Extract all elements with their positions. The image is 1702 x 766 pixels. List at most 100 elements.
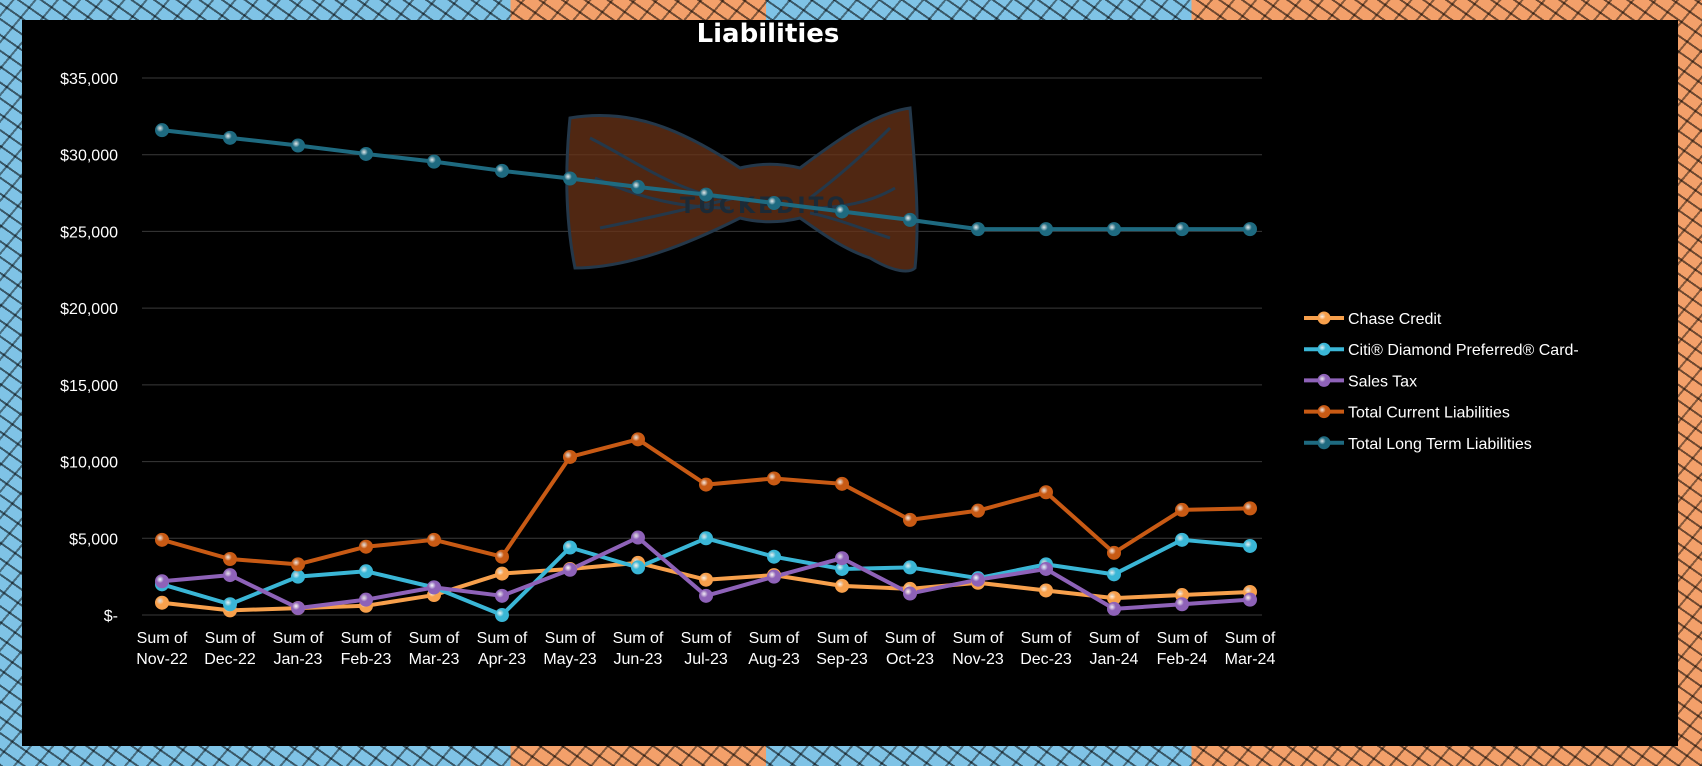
data-point xyxy=(495,549,509,564)
y-tick-label: $- xyxy=(104,608,118,625)
data-point xyxy=(427,580,441,595)
data-point xyxy=(971,222,985,237)
legend-swatch-marker xyxy=(1317,311,1331,325)
data-point xyxy=(427,154,441,169)
series-points xyxy=(155,123,1257,622)
data-point xyxy=(155,123,169,138)
x-tick-label: Sum of Feb-23 xyxy=(341,630,392,668)
legend-entry: Total Long Term Liabilities xyxy=(1348,436,1532,453)
x-tick-label: Sum of Dec-22 xyxy=(204,630,256,668)
data-point xyxy=(971,572,985,587)
chart-panel: TUCKEDITO $- $5,000 $10,000 $15,000 $20,000 $… xyxy=(22,20,1678,746)
legend-swatch-marker xyxy=(1317,405,1331,419)
data-point xyxy=(291,138,305,153)
data-point xyxy=(495,163,509,178)
data-point xyxy=(359,146,373,161)
data-point xyxy=(903,212,917,227)
legend-entry: Chase Credit xyxy=(1348,311,1442,328)
watermark: TUCKEDITO xyxy=(565,106,919,273)
data-point xyxy=(291,569,305,584)
y-tick-label: $25,000 xyxy=(60,224,118,241)
y-tick-label: $20,000 xyxy=(60,301,118,318)
data-point xyxy=(699,187,713,202)
data-point xyxy=(1175,532,1189,547)
data-point xyxy=(155,595,169,610)
data-point xyxy=(767,196,781,211)
data-point xyxy=(699,531,713,546)
series-line xyxy=(161,437,1251,567)
data-point xyxy=(631,179,645,194)
data-point xyxy=(631,530,645,545)
x-tick-label: Sum of Sep-23 xyxy=(816,630,868,668)
legend: Chase Credit Citi® Diamond Preferred® Car… xyxy=(1304,311,1579,453)
x-tick-label: Sum of Oct-23 xyxy=(885,630,936,668)
data-point xyxy=(767,549,781,564)
data-point xyxy=(563,449,577,464)
x-tick-label: Sum of Jan-23 xyxy=(273,630,324,668)
x-tick-label: Sum of Nov-23 xyxy=(952,630,1004,668)
data-point xyxy=(631,432,645,447)
data-point xyxy=(699,477,713,492)
data-point xyxy=(1039,222,1053,237)
x-tick-label: Sum of Apr-23 xyxy=(477,630,528,668)
x-tick-label: Sum of Mar-23 xyxy=(409,630,460,668)
data-point xyxy=(359,564,373,579)
data-point xyxy=(563,540,577,555)
data-point xyxy=(155,532,169,547)
data-point xyxy=(223,597,237,612)
data-point xyxy=(835,476,849,491)
data-point xyxy=(767,569,781,584)
legend-swatch-marker xyxy=(1317,373,1331,387)
data-point xyxy=(495,566,509,581)
data-point xyxy=(903,586,917,601)
data-point xyxy=(631,560,645,575)
data-point xyxy=(1039,485,1053,500)
data-point xyxy=(223,568,237,583)
legend-entry: Sales Tax xyxy=(1348,373,1417,390)
data-point xyxy=(1243,501,1257,516)
legend-entry: Citi® Diamond Preferred® Card- xyxy=(1348,342,1579,359)
line-chart: TUCKEDITO $-$5,000$10,000$15,000$20,000$… xyxy=(60,20,1579,668)
data-point xyxy=(903,560,917,575)
data-point xyxy=(359,592,373,607)
data-point xyxy=(699,588,713,603)
data-point xyxy=(563,171,577,186)
data-point xyxy=(1039,561,1053,576)
data-point xyxy=(835,578,849,593)
x-axis-ticks: Sum of Nov-22 Sum of Dec-22 Sum of Jan-23 Sum … xyxy=(136,630,1276,668)
x-tick-label: Sum of Jun-23 xyxy=(613,630,664,668)
x-tick-label: Sum of Jul-23 xyxy=(681,630,732,668)
legend-entry: Total Current Liabilities xyxy=(1348,405,1510,422)
data-point xyxy=(1107,567,1121,582)
data-point xyxy=(427,532,441,547)
bow-tie-logo: TUCKEDITO xyxy=(565,106,919,273)
data-point xyxy=(563,562,577,577)
x-tick-label: Sum of Nov-22 xyxy=(136,630,188,668)
data-point xyxy=(223,551,237,566)
data-point xyxy=(359,539,373,554)
data-point xyxy=(495,588,509,603)
chart-title: Liabilities xyxy=(697,20,840,49)
y-tick-label: $5,000 xyxy=(69,531,118,548)
data-point xyxy=(155,574,169,589)
x-tick-label: Sum of Feb-24 xyxy=(1157,630,1208,668)
data-point xyxy=(971,503,985,518)
legend-swatch-marker xyxy=(1317,342,1331,356)
data-point xyxy=(835,204,849,219)
data-point xyxy=(1039,583,1053,598)
data-point xyxy=(767,471,781,486)
data-point xyxy=(1175,502,1189,517)
data-point xyxy=(1243,222,1257,237)
x-tick-label: Sum of Mar-24 xyxy=(1225,630,1276,668)
y-tick-label: $30,000 xyxy=(60,148,118,165)
data-point xyxy=(1107,545,1121,560)
x-tick-label: Sum of May-23 xyxy=(543,630,596,668)
data-point xyxy=(291,557,305,572)
data-point xyxy=(835,551,849,566)
legend-swatch-marker xyxy=(1317,436,1331,450)
data-point xyxy=(1107,601,1121,616)
x-tick-label: Sum of Dec-23 xyxy=(1020,630,1072,668)
data-point xyxy=(1107,222,1121,237)
x-tick-label: Sum of Aug-23 xyxy=(748,630,800,668)
y-tick-label: $10,000 xyxy=(60,455,118,472)
